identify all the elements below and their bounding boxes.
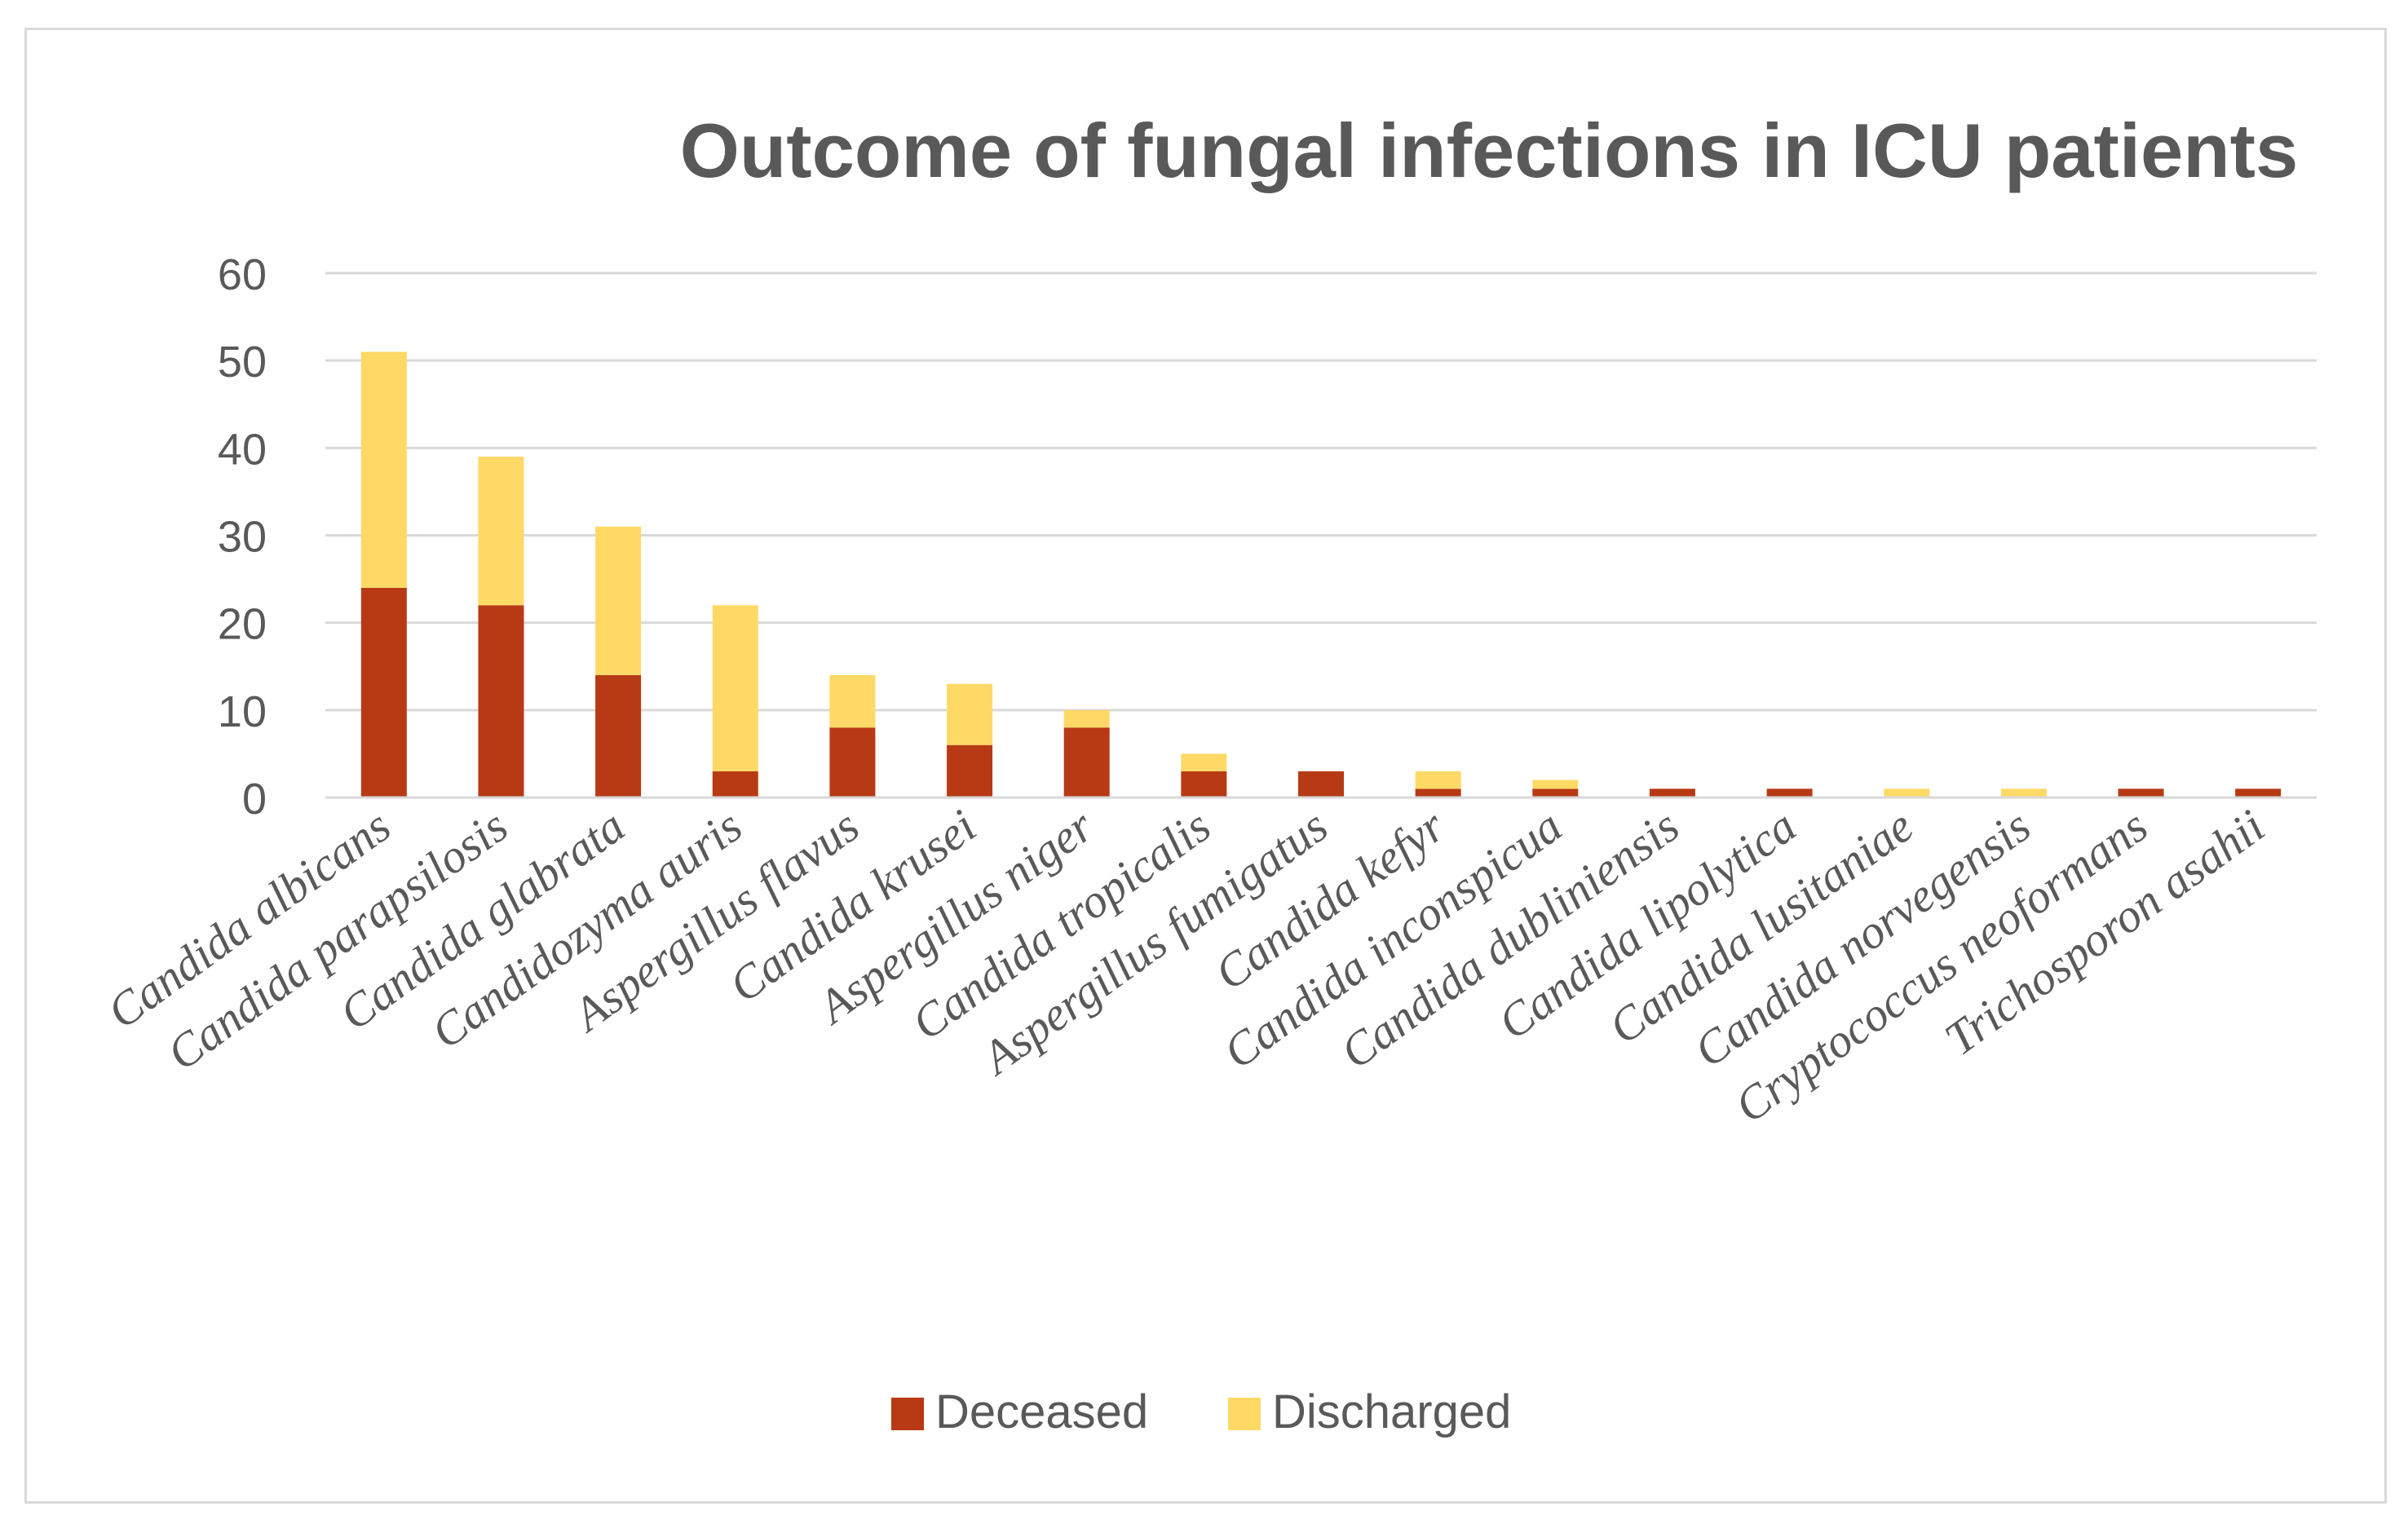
y-tick-label: 10 <box>218 687 267 736</box>
bar-discharged-8 <box>1181 753 1227 771</box>
chart-title: Outcome of fungal infections in ICU pati… <box>680 108 2299 193</box>
bar-discharged-5 <box>829 674 876 728</box>
bar-discharged-4 <box>712 605 758 771</box>
bar-deceased-6 <box>947 744 993 797</box>
bar-discharged-10 <box>1415 771 1461 789</box>
bar-deceased-4 <box>712 771 758 797</box>
y-tick-label: 0 <box>242 775 267 824</box>
bar-deceased-12 <box>1649 789 1695 797</box>
bar-discharged-2 <box>478 457 524 606</box>
bar-discharged-1 <box>360 351 407 588</box>
y-tick-label: 20 <box>218 600 267 649</box>
bar-discharged-14 <box>1884 789 1930 797</box>
bar-discharged-15 <box>2000 789 2047 797</box>
bar-discharged-11 <box>1532 780 1579 789</box>
bar-deceased-3 <box>595 674 642 797</box>
bar-deceased-8 <box>1181 771 1227 797</box>
legend-label-discharged: Discharged <box>1272 1385 1511 1438</box>
legend: Deceased Discharged <box>891 1385 1511 1438</box>
bar-deceased-10 <box>1415 789 1461 797</box>
gridlines <box>325 272 2317 712</box>
y-tick-label: 50 <box>218 338 267 387</box>
bar-deceased-5 <box>829 727 876 797</box>
y-tick-label: 60 <box>218 250 267 299</box>
bar-deceased-17 <box>2235 789 2282 797</box>
legend-swatch-deceased <box>891 1398 924 1430</box>
bar-deceased-13 <box>1766 789 1813 797</box>
bar-deceased-9 <box>1298 771 1344 797</box>
bar-deceased-16 <box>2118 789 2164 797</box>
bar-discharged-6 <box>947 683 993 745</box>
bar-deceased-7 <box>1063 727 1110 797</box>
bar-deceased-1 <box>360 587 407 797</box>
y-axis-ticks: 0 10 20 30 40 50 60 <box>218 250 267 824</box>
bar-discharged-7 <box>1063 709 1110 728</box>
y-tick-label: 30 <box>218 513 267 562</box>
y-tick-label: 40 <box>218 425 267 474</box>
bar-deceased-2 <box>478 605 524 797</box>
chart-svg: Outcome of fungal infections in ICU pati… <box>98 108 2317 1438</box>
legend-label-deceased: Deceased <box>935 1385 1148 1438</box>
chart-frame: Outcome of fungal infections in ICU pati… <box>24 28 2387 1504</box>
bars <box>360 351 2282 797</box>
bar-discharged-3 <box>595 526 642 675</box>
bar-deceased-11 <box>1532 789 1579 797</box>
legend-swatch-discharged <box>1228 1398 1261 1430</box>
